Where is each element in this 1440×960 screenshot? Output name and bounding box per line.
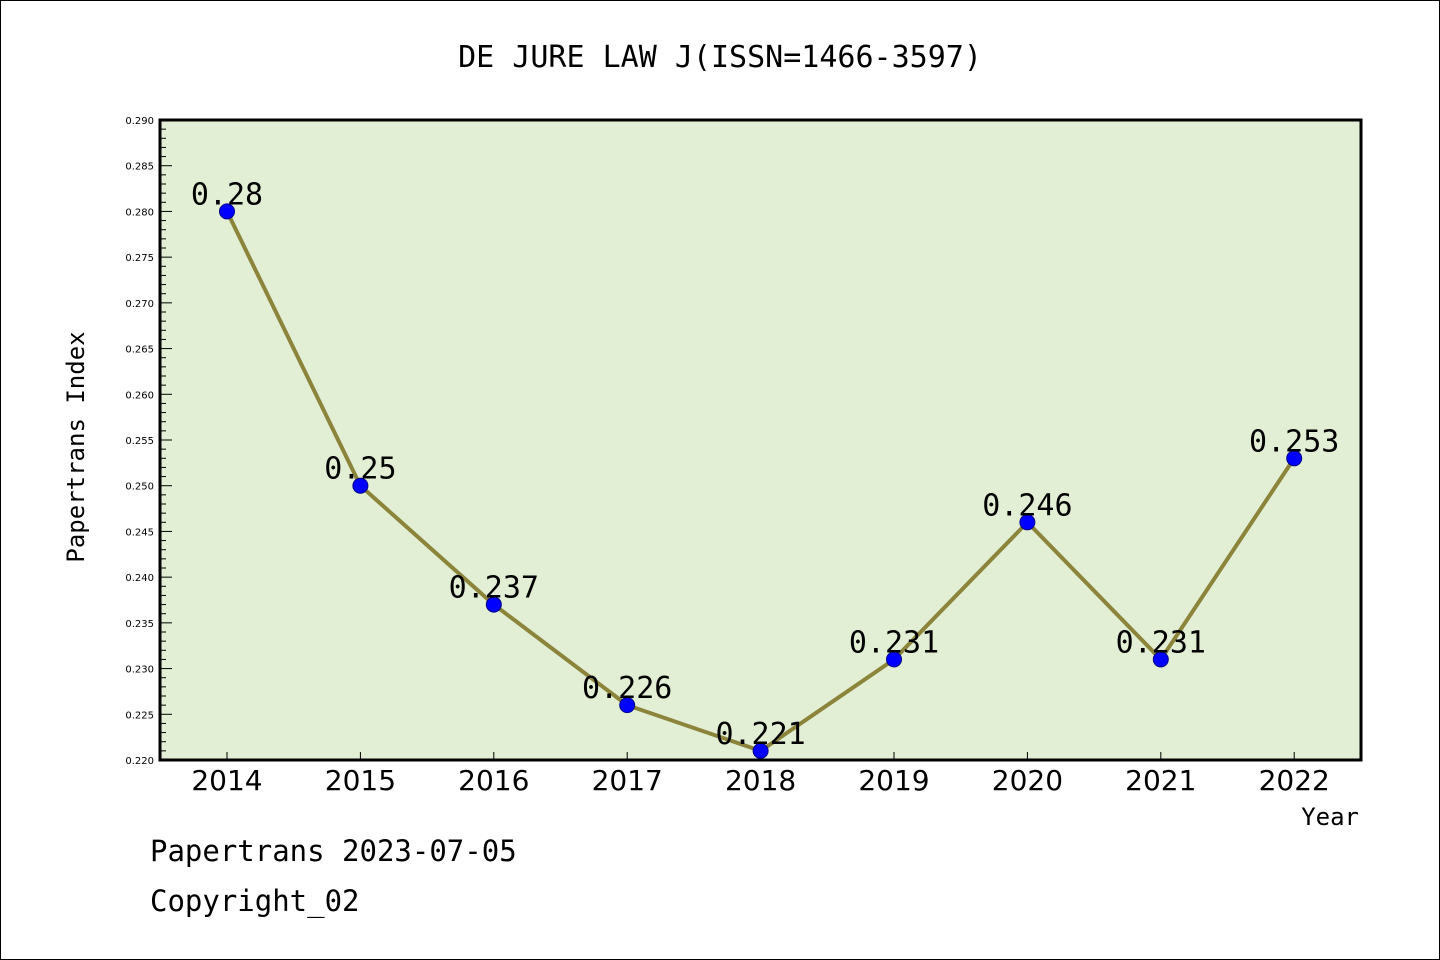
plot-border (158, 118, 1363, 762)
y-tick-label: 0.250 (125, 482, 154, 493)
y-tick-label: 0.240 (125, 573, 154, 584)
data-point-marker (1286, 450, 1303, 467)
chart-title: DE JURE LAW J(ISSN=1466-3597) (458, 40, 982, 75)
data-point-marker (1019, 514, 1036, 531)
data-label: 0.237 (449, 571, 539, 606)
x-tick-label: 2017 (592, 764, 663, 797)
y-tick-label: 0.265 (125, 345, 154, 356)
data-label: 0.25 (324, 452, 396, 487)
x-tick-label: 2022 (1259, 764, 1330, 797)
y-tick-label: 0.260 (125, 390, 154, 401)
data-label: 0.253 (1249, 424, 1339, 459)
data-point-marker (619, 697, 636, 714)
data-point-marker (485, 596, 502, 613)
data-point-marker (752, 742, 769, 759)
series-layer: 0.28 0.25 0.237 0.226 0.221 0.231 0.246 0.231 0.… (191, 177, 1339, 759)
y-tick-label: 0.245 (125, 527, 154, 538)
data-label: 0.231 (1116, 625, 1206, 660)
y-tick-label: 0.275 (125, 253, 154, 264)
data-point-marker (1152, 651, 1169, 668)
data-label: 0.246 (982, 488, 1072, 523)
x-tick-label: 2021 (1125, 764, 1196, 797)
x-tick-label: 2015 (325, 764, 396, 797)
y-tick-label: 0.285 (125, 162, 154, 173)
data-label: 0.221 (715, 717, 805, 752)
data-label: 0.231 (849, 625, 939, 660)
y-tick-label: 0.280 (125, 207, 154, 218)
x-axis-label: Year (1301, 803, 1359, 831)
y-tick-label: 0.235 (125, 619, 154, 630)
y-axis-label: Papertrans Index (62, 331, 90, 562)
y-tick-label: 0.290 (125, 116, 154, 127)
x-tick-label: 2020 (992, 764, 1063, 797)
y-tick-label: 0.270 (125, 299, 154, 310)
x-axis-ticks: 2014 2015 2016 2017 2018 2019 2020 2021 2022 (191, 752, 1330, 797)
x-tick-label: 2014 (191, 764, 262, 797)
x-tick-label: 2018 (725, 764, 796, 797)
y-tick-label: 0.255 (125, 436, 154, 447)
data-label: 0.28 (191, 177, 263, 212)
footer-date-line: Papertrans 2023-07-05 (150, 834, 517, 868)
y-tick-label: 0.220 (125, 756, 154, 767)
x-tick-label: 2016 (458, 764, 529, 797)
data-point-marker (219, 203, 235, 220)
data-label: 0.226 (582, 671, 672, 706)
x-tick-label: 2019 (858, 764, 929, 797)
data-point-marker (886, 651, 902, 668)
y-tick-label: 0.225 (125, 710, 154, 721)
y-tick-label: 0.230 (125, 665, 154, 676)
footer-copyright: Copyright_02 (150, 884, 360, 918)
data-point-marker (352, 477, 369, 494)
